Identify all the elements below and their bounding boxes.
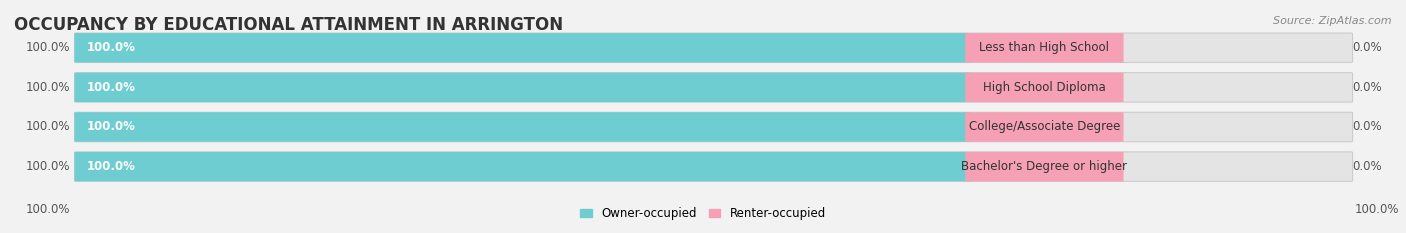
Text: High School Diploma: High School Diploma	[983, 81, 1105, 94]
Text: 100.0%: 100.0%	[1354, 203, 1399, 216]
Text: Source: ZipAtlas.com: Source: ZipAtlas.com	[1274, 16, 1392, 26]
Text: 100.0%: 100.0%	[87, 160, 136, 173]
Text: 100.0%: 100.0%	[25, 160, 70, 173]
Legend: Owner-occupied, Renter-occupied: Owner-occupied, Renter-occupied	[579, 207, 827, 220]
Text: OCCUPANCY BY EDUCATIONAL ATTAINMENT IN ARRINGTON: OCCUPANCY BY EDUCATIONAL ATTAINMENT IN A…	[14, 16, 564, 34]
Text: 100.0%: 100.0%	[25, 120, 70, 134]
Text: Less than High School: Less than High School	[980, 41, 1109, 54]
Text: Bachelor's Degree or higher: Bachelor's Degree or higher	[962, 160, 1128, 173]
Text: 100.0%: 100.0%	[25, 203, 70, 216]
Text: 0.0%: 0.0%	[1353, 81, 1382, 94]
Text: 0.0%: 0.0%	[1353, 41, 1382, 54]
Text: 100.0%: 100.0%	[87, 81, 136, 94]
Text: 100.0%: 100.0%	[87, 120, 136, 134]
Text: College/Associate Degree: College/Associate Degree	[969, 120, 1121, 134]
Text: 100.0%: 100.0%	[25, 41, 70, 54]
Text: 0.0%: 0.0%	[1353, 160, 1382, 173]
Text: 100.0%: 100.0%	[87, 41, 136, 54]
Text: 0.0%: 0.0%	[1353, 120, 1382, 134]
Text: 100.0%: 100.0%	[25, 81, 70, 94]
